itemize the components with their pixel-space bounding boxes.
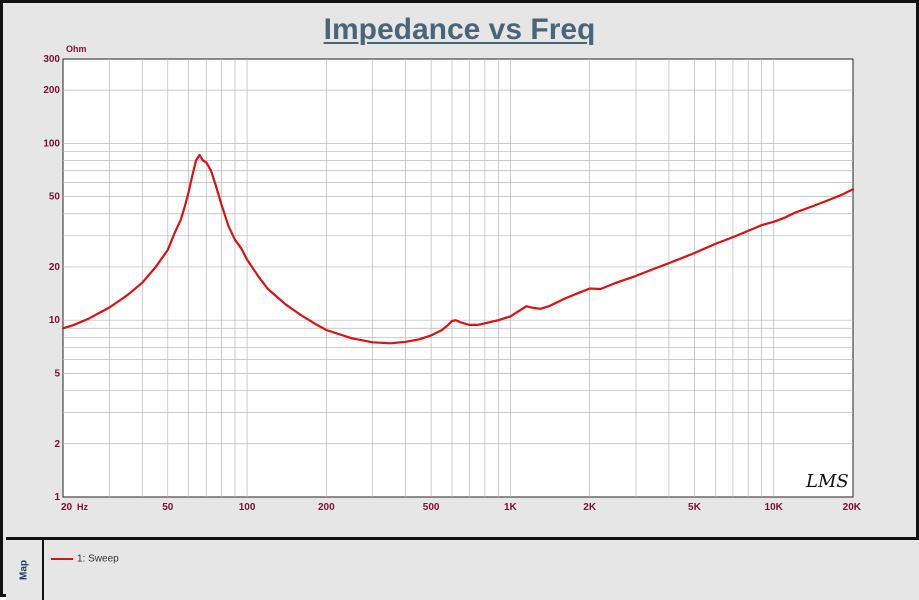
series-line-1 xyxy=(61,153,855,345)
chart-svg: 1 2 5 10 20 50 100 200 300 20 50 100 200 500 1K 2K 5K 10… xyxy=(43,44,862,513)
legend-label: 1: Sweep xyxy=(77,553,119,565)
map-label: Map xyxy=(18,560,30,580)
y-tick-label: 20 xyxy=(49,262,61,273)
x-axis-label: Hz xyxy=(77,502,88,512)
x-tick-label: 2K xyxy=(583,502,597,513)
lms-logo: LMS xyxy=(805,471,849,492)
y-tick-label: 300 xyxy=(43,54,60,65)
plot-area xyxy=(62,58,854,498)
legend-entry[interactable]: 1: Sweep xyxy=(51,550,119,568)
x-tick-label: 1K xyxy=(504,502,518,513)
y-axis-label: Ohm xyxy=(66,44,87,54)
y-tick-label: 1 xyxy=(54,492,60,503)
map-panel: Map 1: Sweep xyxy=(6,537,919,600)
x-tick-label: 500 xyxy=(423,502,440,513)
x-tick-labels: 20 50 100 200 500 1K 2K 5K 10K 20K xyxy=(61,502,862,513)
grid xyxy=(63,59,853,497)
y-tick-label: 100 xyxy=(43,138,60,149)
chart-title: Impedance vs Freq xyxy=(323,13,596,46)
y-tick-label: 10 xyxy=(49,315,61,326)
map-label-cell: Map xyxy=(6,540,44,600)
y-tick-label: 2 xyxy=(54,439,60,450)
x-tick-label: 50 xyxy=(162,502,174,513)
legend-swatch xyxy=(51,557,73,560)
y-tick-label: 200 xyxy=(43,85,60,96)
trace-layer xyxy=(61,153,855,345)
y-tick-labels: 1 2 5 10 20 50 100 200 300 xyxy=(43,54,60,503)
x-tick-label: 10K xyxy=(765,502,784,513)
y-tick-label: 5 xyxy=(54,368,60,379)
x-tick-label: 5K xyxy=(688,502,702,513)
x-tick-label: 20K xyxy=(843,502,862,513)
x-tick-label: 20 xyxy=(61,502,73,513)
x-tick-label: 100 xyxy=(239,502,256,513)
x-tick-label: 200 xyxy=(318,502,335,513)
y-tick-label: 50 xyxy=(49,192,61,203)
